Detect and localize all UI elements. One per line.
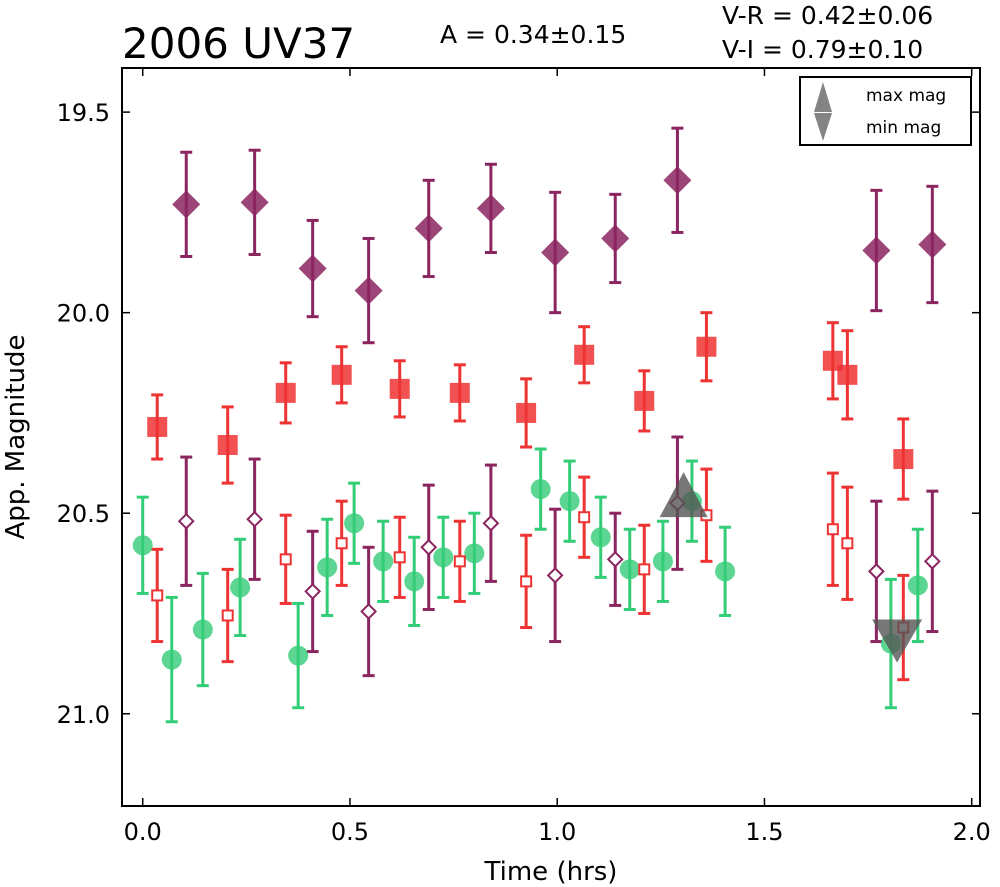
data-point (192, 619, 213, 640)
data-point (464, 543, 485, 564)
ticks-layer: 0.0 0.5 1.0 1.5 2.0 19.5 20.0 20.5 21.0 (57, 68, 991, 846)
x-tick-label: 1.0 (538, 818, 576, 846)
data-point (918, 230, 947, 259)
data-point (335, 537, 348, 550)
data-point (516, 402, 537, 423)
data-point (652, 551, 673, 572)
data-point (578, 511, 591, 524)
data-point (230, 577, 251, 598)
data-point (373, 551, 394, 572)
data-point (360, 603, 378, 620)
data-point (240, 188, 269, 217)
data-point (344, 513, 365, 534)
data-point (696, 336, 717, 357)
data-point (389, 378, 410, 399)
y-axis-label: App. Magnitude (1, 334, 31, 539)
data-point (275, 382, 296, 403)
data-point (420, 538, 438, 556)
legend-min-mag-marker (814, 113, 832, 141)
data-point (393, 551, 406, 564)
data-point (530, 479, 551, 500)
data-point (634, 390, 655, 411)
data-point (449, 382, 470, 403)
amplitude-annotation: A = 0.34±0.15 (440, 20, 626, 49)
data-point (546, 566, 564, 584)
data-point (317, 557, 338, 578)
data-point (923, 552, 941, 570)
legend-max-mag-marker (814, 82, 832, 112)
data-point (663, 166, 692, 195)
x-axis-label: Time (hrs) (484, 857, 618, 887)
data-point (907, 575, 928, 596)
extrema-layer (659, 472, 923, 663)
legend-min-mag-label: min mag (866, 118, 941, 138)
errorbars-layer (136, 126, 939, 724)
data-point (559, 491, 580, 512)
y-tick-label: 20.0 (57, 300, 110, 328)
y-tick-label: 21.0 (57, 701, 110, 729)
data-point (172, 190, 201, 219)
data-point (841, 537, 854, 550)
data-point (482, 514, 500, 532)
data-point (246, 510, 264, 528)
data-point (354, 276, 383, 305)
data-point (541, 238, 570, 267)
data-point (161, 649, 182, 670)
v-minus-i-annotation: V-I = 0.79±0.10 (722, 35, 923, 64)
data-point (132, 535, 153, 556)
data-point (826, 523, 839, 536)
data-point (147, 416, 168, 437)
data-point (404, 571, 425, 592)
data-point (574, 344, 595, 365)
data-point (304, 583, 322, 600)
data-point (279, 553, 292, 566)
x-tick-label: 2.0 (953, 818, 991, 846)
data-point (217, 435, 238, 456)
data-point (221, 609, 234, 622)
chart-title: 2006 UV37 (122, 19, 355, 68)
legend: max mag min mag (799, 76, 972, 146)
data-point (619, 559, 640, 580)
markers-layer (132, 166, 947, 670)
data-point (476, 194, 505, 223)
data-point (331, 364, 352, 385)
data-point (862, 236, 891, 265)
data-point (867, 562, 885, 580)
data-point (606, 550, 624, 568)
data-point (414, 214, 443, 243)
y-tick-label: 19.5 (57, 99, 110, 127)
data-point (638, 563, 651, 576)
data-point (433, 547, 454, 568)
data-point (288, 645, 309, 666)
data-point (151, 589, 164, 602)
v-minus-r-annotation: V-R = 0.42±0.06 (722, 1, 933, 30)
data-point (590, 527, 611, 548)
data-point (837, 364, 858, 385)
x-tick-label: 0.0 (124, 818, 162, 846)
min-mag-marker (872, 619, 923, 663)
data-point (601, 224, 630, 253)
data-point (893, 449, 914, 470)
x-tick-label: 1.5 (745, 818, 783, 846)
data-point (715, 561, 736, 582)
legend-max-mag-label: max mag (866, 86, 946, 106)
data-point (177, 512, 195, 530)
data-point (298, 254, 327, 283)
data-point (453, 555, 466, 568)
max-mag-marker (659, 472, 708, 518)
x-tick-label: 0.5 (331, 818, 369, 846)
data-point (520, 575, 533, 588)
y-tick-label: 20.5 (57, 500, 110, 528)
plot-frame (121, 67, 981, 807)
